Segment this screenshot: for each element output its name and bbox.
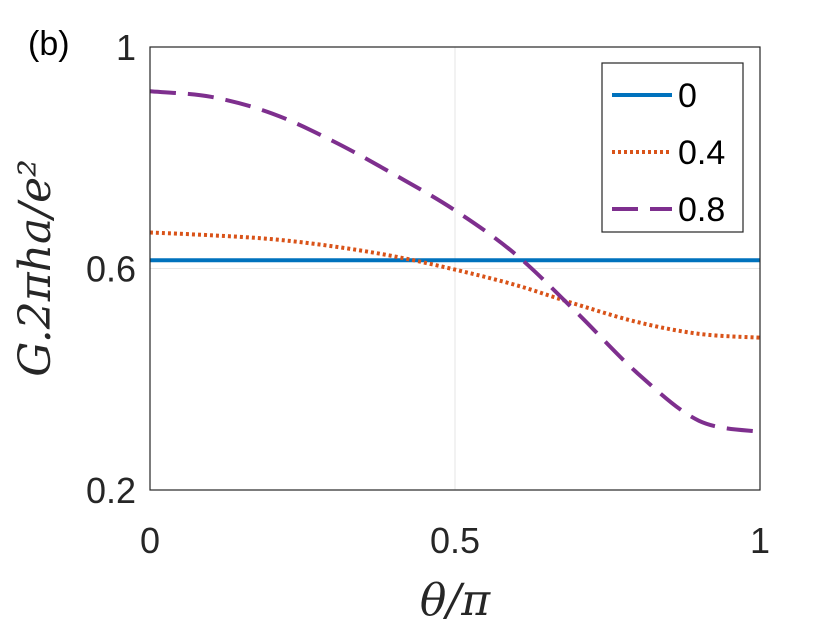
legend-label-0.8: 0.8 (678, 191, 725, 229)
legend-box (601, 62, 744, 233)
y-axis-label: G.2πha/e² (10, 159, 61, 377)
y-tick-label-2: 1 (116, 27, 136, 68)
x-tick-label-1: 0.5 (430, 520, 480, 561)
x-tick-label-0: 0 (140, 520, 160, 561)
y-tick-label-1: 0.6 (86, 249, 136, 290)
x-tick-label-2: 1 (750, 520, 770, 561)
legend-label-0: 0 (678, 77, 697, 115)
series-line-0.8 (149, 89, 761, 434)
y-tick-label-0: 0.2 (86, 470, 136, 511)
tick-labels: 0 0.5 1 0.2 0.6 1 (86, 27, 770, 561)
plot-frame (149, 46, 761, 491)
series-line-0.4 (149, 230, 761, 340)
series-layer (149, 89, 761, 434)
legend: 0 0.4 0.8 (601, 62, 744, 233)
legend-label-0.4: 0.4 (678, 134, 725, 172)
panel-label: (b) (28, 25, 70, 63)
x-axis-label: θ/π (420, 575, 491, 626)
